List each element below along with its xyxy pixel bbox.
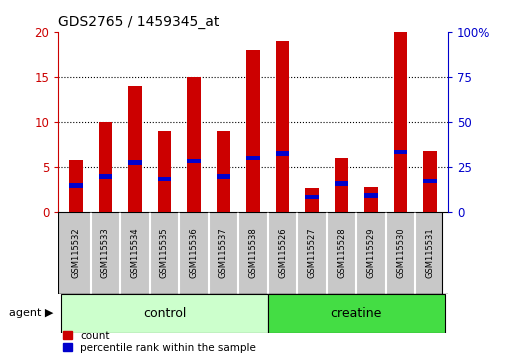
Bar [158,177,171,181]
Bar [217,174,230,178]
Text: GSM115526: GSM115526 [277,228,286,279]
Text: GSM115533: GSM115533 [100,228,110,279]
Bar [217,131,230,212]
Text: GSM115528: GSM115528 [336,228,345,279]
Bar [128,86,141,212]
Text: GSM115530: GSM115530 [395,228,405,279]
Bar [275,152,288,156]
Bar [423,178,436,183]
Bar [334,181,347,186]
Text: GSM115531: GSM115531 [425,228,434,279]
Bar [98,122,112,212]
Bar [267,294,444,333]
Bar [305,188,318,212]
Bar [128,160,141,165]
Bar [305,195,318,199]
Bar [364,187,377,212]
Text: agent ▶: agent ▶ [9,308,53,318]
Text: GSM115536: GSM115536 [189,228,198,279]
Bar [187,77,200,212]
Bar [69,160,82,212]
Text: GSM115532: GSM115532 [71,228,80,279]
Text: GSM115527: GSM115527 [307,228,316,279]
Bar [158,131,171,212]
Bar [364,193,377,198]
Text: GSM115538: GSM115538 [248,228,257,279]
Bar [187,159,200,163]
Bar [69,183,82,188]
Legend: count, percentile rank within the sample: count, percentile rank within the sample [63,331,256,353]
Bar [275,41,288,212]
Text: GSM115535: GSM115535 [160,228,169,279]
Bar [246,50,259,212]
Text: GSM115534: GSM115534 [130,228,139,279]
Text: GSM115529: GSM115529 [366,228,375,278]
Text: GSM115537: GSM115537 [219,228,228,279]
Text: control: control [142,307,186,320]
Bar [423,151,436,212]
Bar [98,174,112,178]
Bar [246,156,259,160]
Text: creatine: creatine [330,307,381,320]
Bar [61,294,267,333]
Text: GDS2765 / 1459345_at: GDS2765 / 1459345_at [58,16,219,29]
Bar [393,150,407,154]
Bar [334,158,347,212]
Bar [393,32,407,212]
